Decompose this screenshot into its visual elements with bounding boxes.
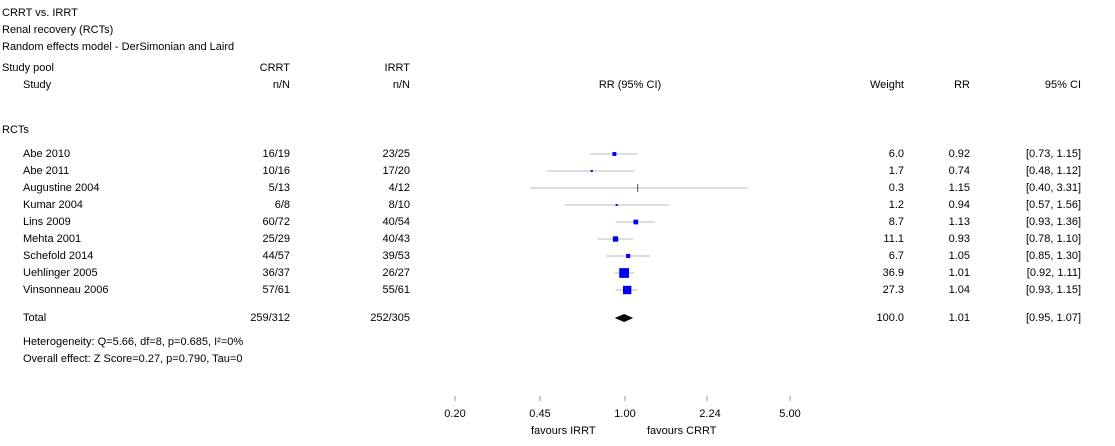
rr-value: 1.05 — [948, 250, 970, 262]
study-name: Schefold 2014 — [23, 250, 94, 262]
study-marker — [590, 169, 593, 173]
ci-value: [0.85, 1.30] — [1025, 250, 1081, 262]
weight-value: 1.2 — [888, 199, 904, 211]
rr-value: 1.13 — [948, 216, 970, 228]
ci-value: [0.73, 1.15] — [1025, 148, 1081, 160]
group-label: RCTs — [2, 124, 29, 136]
rr-value: 1.15 — [948, 182, 970, 194]
study-name: Abe 2010 — [23, 148, 71, 160]
study-marker — [626, 253, 631, 259]
weight-value: 6.0 — [888, 148, 904, 160]
rr-value: 0.92 — [948, 148, 970, 160]
irrt-count: 40/54 — [382, 216, 410, 228]
irrt-count: 55/61 — [382, 284, 410, 296]
col-header-study: Study — [23, 79, 52, 91]
col-header-rr: RR — [954, 79, 970, 91]
ci-value: [0.93, 1.36] — [1025, 216, 1081, 228]
col-header-rr-ci: RR (95% CI) — [598, 79, 662, 91]
crrt-count: 6/8 — [274, 199, 290, 211]
weight-value: 8.7 — [888, 216, 904, 228]
weight-value: 27.3 — [882, 284, 904, 296]
chart-title: CRRT vs. IRRT — [2, 7, 78, 19]
weight-value: 11.1 — [883, 233, 904, 245]
ci-value: [0.40, 3.31] — [1025, 182, 1081, 194]
crrt-count: 10/16 — [262, 165, 290, 177]
study-name: Vinsonneau 2006 — [23, 284, 109, 296]
irrt-count: 17/20 — [382, 165, 410, 177]
study-marker — [612, 152, 617, 156]
col-header-95ci: 95% CI — [1044, 79, 1081, 91]
study-marker — [615, 204, 618, 206]
study-marker — [619, 268, 629, 278]
study-marker — [612, 236, 619, 242]
col-header-study-pool: Study pool — [2, 62, 54, 74]
col-header-crrt: CRRT — [259, 62, 290, 74]
study-name: Kumar 2004 — [23, 199, 83, 211]
study-name: Mehta 2001 — [23, 233, 82, 245]
irrt-count: 8/10 — [388, 199, 410, 211]
rr-value: 1.01 — [948, 267, 970, 279]
crrt-count: 57/61 — [262, 284, 290, 296]
total-irrt-count: 252/305 — [370, 312, 410, 324]
study-marker — [633, 219, 639, 225]
irrt-count: 23/25 — [382, 148, 410, 160]
irrt-count: 40/43 — [382, 233, 410, 245]
total-weight: 100.0 — [876, 312, 904, 324]
favours-irrt-label: favours IRRT — [531, 425, 596, 437]
model-label: Random effects model - DerSimonian and L… — [2, 41, 235, 53]
weight-value: 1.7 — [888, 165, 904, 177]
irrt-count: 26/27 — [382, 267, 410, 279]
heterogeneity-stats: Heterogeneity: Q=5.66, df=8, p=0.685, I²… — [23, 336, 244, 348]
col-header-weight: Weight — [869, 79, 904, 91]
crrt-count: 36/37 — [262, 267, 290, 279]
axis-tick-label: 1.00 — [614, 408, 636, 420]
ci-value: [0.57, 1.56] — [1025, 199, 1081, 211]
axis-tick-label: 5.00 — [779, 408, 801, 420]
col-header-crrt-n: n/N — [272, 79, 290, 91]
axis-tick-label: 0.20 — [444, 408, 466, 420]
study-name: Augustine 2004 — [23, 182, 100, 194]
crrt-count: 60/72 — [262, 216, 290, 228]
outcome-label: Renal recovery (RCTs) — [2, 24, 114, 36]
rr-value: 0.93 — [948, 233, 970, 245]
weight-value: 6.7 — [888, 250, 904, 262]
crrt-count: 5/13 — [268, 182, 290, 194]
crrt-count: 44/57 — [262, 250, 290, 262]
study-name: Lins 2009 — [23, 216, 71, 228]
crrt-count: 25/29 — [262, 233, 290, 245]
favours-crrt-label: favours CRRT — [647, 425, 717, 437]
study-name: Uehlinger 2005 — [23, 267, 98, 279]
irrt-count: 4/12 — [388, 182, 410, 194]
weight-value: 0.3 — [888, 182, 904, 194]
irrt-count: 39/53 — [382, 250, 410, 262]
crrt-count: 16/19 — [262, 148, 290, 160]
total-rr: 1.01 — [948, 312, 970, 324]
weight-value: 36.9 — [882, 267, 904, 279]
total-crrt-count: 259/312 — [250, 312, 290, 324]
study-name: Abe 2011 — [23, 165, 70, 177]
ci-value: [0.48, 1.12] — [1025, 165, 1081, 177]
rr-value: 0.74 — [948, 165, 970, 177]
pooled-diamond — [614, 314, 634, 322]
total-ci: [0.95, 1.07] — [1025, 312, 1081, 324]
study-marker — [622, 285, 632, 295]
rr-value: 0.94 — [948, 199, 970, 211]
axis-tick-label: 0.45 — [529, 408, 551, 420]
col-header-irrt-n: n/N — [392, 79, 410, 91]
total-label: Total — [23, 312, 47, 324]
ci-value: [0.92, 1.11] — [1026, 267, 1081, 279]
ci-value: [0.93, 1.15] — [1025, 284, 1081, 296]
overall-effect-stats: Overall effect: Z Score=0.27, p=0.790, T… — [23, 353, 243, 365]
axis-tick-label: 2.24 — [699, 408, 721, 420]
ci-value: [0.78, 1.10] — [1025, 233, 1081, 245]
col-header-irrt: IRRT — [384, 62, 410, 74]
rr-value: 1.04 — [948, 284, 970, 296]
